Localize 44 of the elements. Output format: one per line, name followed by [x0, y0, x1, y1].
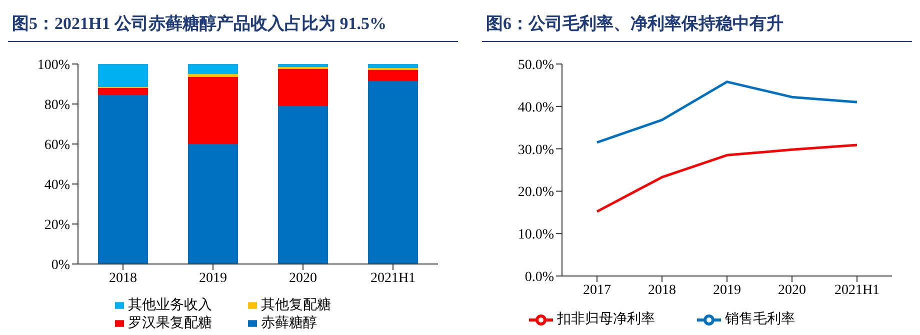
y-tick-label: 60%: [44, 138, 70, 153]
bar: [98, 88, 148, 95]
bar: [188, 77, 238, 144]
x-tick-label: 2020: [289, 270, 317, 286]
chart-title: 图5：2021H1 公司赤藓糖醇产品收入占比为 91.5%: [8, 8, 458, 42]
x-tick-label: 2017: [583, 282, 611, 298]
legend-label: 销售毛利率: [725, 310, 796, 328]
y-tick-label: 20%: [44, 218, 70, 233]
y-tick-label: 40.0%: [518, 100, 554, 116]
y-tick-label: 10.0%: [518, 228, 554, 243]
y-tick-label: 20.0%: [518, 185, 554, 200]
bar: [278, 64, 328, 67]
legend-label: 扣非归母净利率: [557, 310, 656, 328]
x-tick-label: 2020: [778, 282, 806, 298]
bar: [278, 69, 328, 106]
bar: [188, 74, 238, 77]
bar: [278, 106, 328, 264]
legend-label: 其他复配糖: [261, 296, 332, 314]
y-tick-label: 30.0%: [518, 142, 554, 158]
bar: [188, 64, 238, 74]
y-tick-label: 0.0%: [524, 270, 554, 285]
bar: [98, 95, 148, 264]
y-tick-label: 40%: [44, 178, 70, 193]
y-tick-label: 80%: [44, 98, 70, 113]
bar: [98, 64, 148, 87]
x-tick-label: 2019: [713, 282, 741, 298]
x-tick-label: 2019: [199, 270, 227, 286]
y-tick-label: 50.0%: [518, 58, 554, 73]
bar: [368, 64, 418, 68]
bar: [368, 81, 418, 264]
line-series: [596, 144, 858, 213]
legend-label: 其他业务收入: [128, 296, 213, 314]
legend-label: 罗汉果复配糖: [128, 314, 213, 332]
line-series: [596, 80, 858, 144]
legend-label: 赤藓糖醇: [261, 314, 318, 332]
x-tick-label: 2021H1: [834, 282, 880, 298]
x-tick-label: 2018: [109, 270, 137, 286]
bar: [188, 144, 238, 264]
y-tick-label: 0%: [51, 258, 70, 273]
x-tick-label: 2018: [648, 282, 676, 298]
y-tick-label: 100%: [37, 58, 70, 73]
chart-title: 图6：公司毛利率、净利率保持稳中有升: [482, 8, 912, 42]
bar: [368, 70, 418, 81]
x-tick-label: 2021H1: [370, 270, 416, 286]
